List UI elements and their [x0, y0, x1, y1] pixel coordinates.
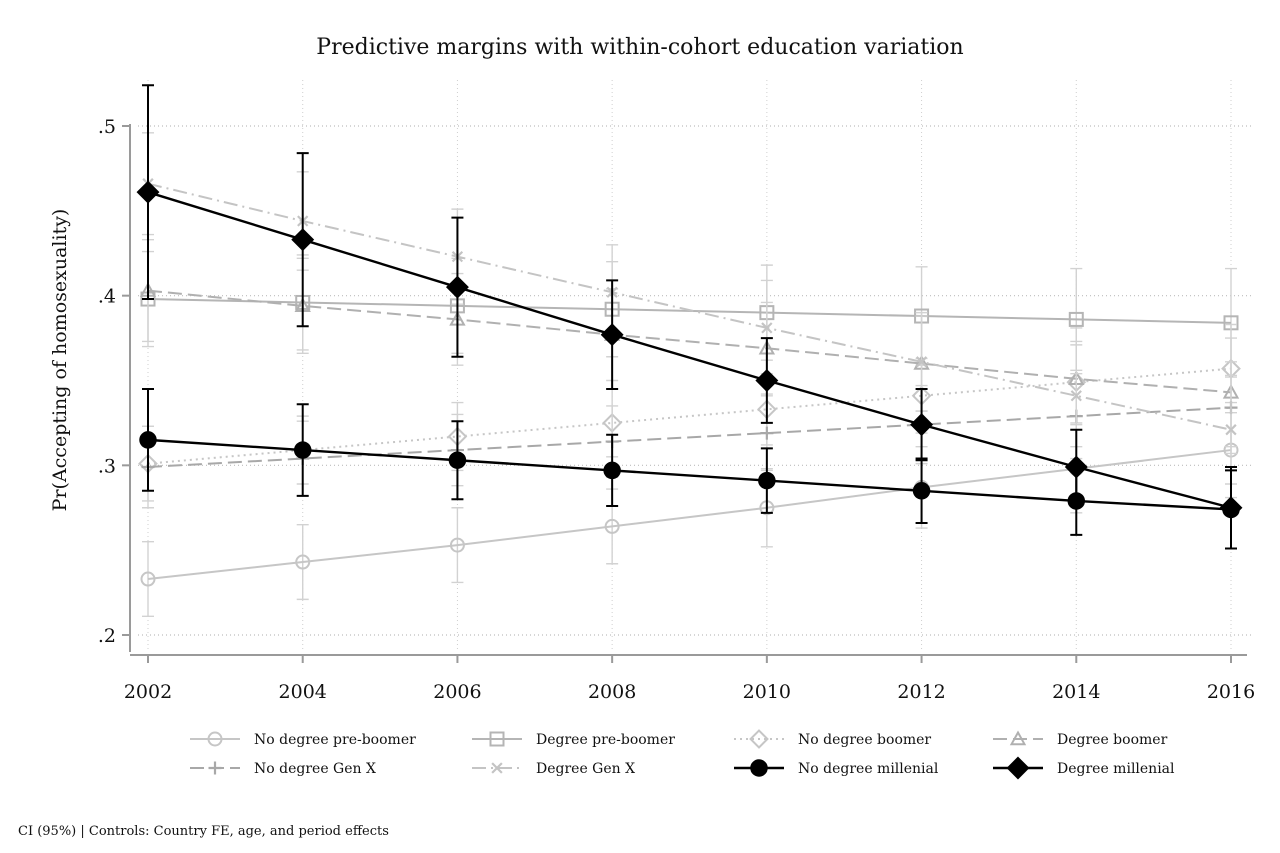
series-line	[147, 289, 1232, 394]
x-tick-label: 2004	[279, 681, 327, 703]
x-tick-label: 2014	[1052, 681, 1100, 703]
legend-marker	[208, 761, 222, 775]
chart-title: Predictive margins with within-cohort ed…	[316, 35, 963, 60]
legend-label: No degree boomer	[798, 732, 931, 748]
data-point	[761, 322, 773, 334]
legend-item-degree-boomer: Degree boomer	[993, 730, 1168, 748]
x-tick-label: 2008	[588, 681, 636, 703]
legend-marker	[491, 762, 503, 774]
legend-label: Degree boomer	[1057, 732, 1168, 748]
y-tick-label: .2	[98, 625, 116, 647]
legend-marker	[1009, 730, 1027, 746]
legend-item-no-degree-pre-boomer: No degree pre-boomer	[190, 731, 416, 748]
legend-marker	[1006, 756, 1030, 780]
data-point	[449, 537, 465, 553]
data-point	[295, 554, 311, 570]
series-line	[147, 367, 1232, 465]
data-point	[603, 461, 621, 480]
series-line	[147, 182, 1232, 431]
legend-item-degree-millenial: Degree millenial	[993, 756, 1175, 780]
legend-item-degree-pre-boomer: Degree pre-boomer	[472, 731, 675, 748]
series-line	[147, 449, 1232, 581]
x-tick-label: 2016	[1207, 681, 1255, 703]
legend-marker	[749, 729, 769, 749]
legend-label: No degree Gen X	[254, 761, 376, 777]
data-point	[291, 228, 315, 252]
legend-marker	[489, 731, 505, 747]
y-tick-label: .3	[98, 455, 116, 477]
footnote: CI (95%) | Controls: Country FE, age, an…	[18, 824, 389, 839]
legend-marker	[750, 759, 768, 777]
data-point	[755, 369, 779, 392]
data-point	[1064, 455, 1088, 479]
series-degree-millenial	[136, 84, 1243, 550]
data-point	[293, 441, 312, 459]
legend-label: Degree pre-boomer	[536, 732, 675, 748]
legend-item-no-degree-boomer: No degree boomer	[734, 729, 931, 749]
data-point	[136, 180, 160, 204]
y-tick-label: .4	[98, 286, 116, 308]
data-point	[140, 571, 156, 587]
x-tick-label: 2010	[743, 681, 791, 703]
series-no-degree-pre-boomer	[140, 401, 1239, 618]
series-line	[147, 191, 1232, 509]
legend-item-degree-gen-x: Degree Gen X	[472, 761, 635, 777]
x-tick-label: 2012	[897, 681, 945, 703]
legend-marker	[207, 731, 223, 747]
data-point	[600, 323, 624, 347]
legend-item-no-degree-gen-x: No degree Gen X	[190, 761, 376, 777]
data-point	[910, 413, 934, 437]
legend: No degree pre-boomer Degree pre-boomer No …	[190, 729, 1175, 780]
data-point	[445, 275, 469, 299]
legend-item-no-degree-millenial: No degree millenial	[734, 759, 939, 777]
x-tick-label: 2002	[124, 681, 172, 703]
grid-lines	[138, 80, 1251, 652]
data-point	[758, 471, 776, 490]
series-line	[147, 438, 1232, 511]
legend-label: Degree Gen X	[536, 761, 635, 777]
x-tick-label: 2006	[433, 681, 481, 703]
data-point	[1225, 424, 1237, 436]
data-point	[912, 482, 931, 500]
series-layer	[136, 84, 1243, 618]
legend-label: No degree pre-boomer	[254, 732, 416, 748]
data-point	[1068, 311, 1084, 327]
y-tick-label: .5	[98, 116, 116, 138]
legend-label: No degree millenial	[798, 761, 939, 777]
data-point	[760, 426, 774, 440]
legend-label: Degree millenial	[1057, 761, 1175, 777]
data-point	[1219, 496, 1243, 520]
data-point	[1070, 390, 1082, 402]
data-point	[915, 356, 928, 368]
axes: .2 .3 .4 .5 2002 2004 2006 2008 2010 2012 2014 2016	[98, 116, 1255, 703]
data-point	[139, 431, 157, 449]
series-line	[147, 406, 1232, 469]
data-point	[604, 518, 620, 534]
y-axis-label: Pr(Accepting of homosexuality)	[49, 209, 71, 512]
data-point	[448, 451, 467, 469]
